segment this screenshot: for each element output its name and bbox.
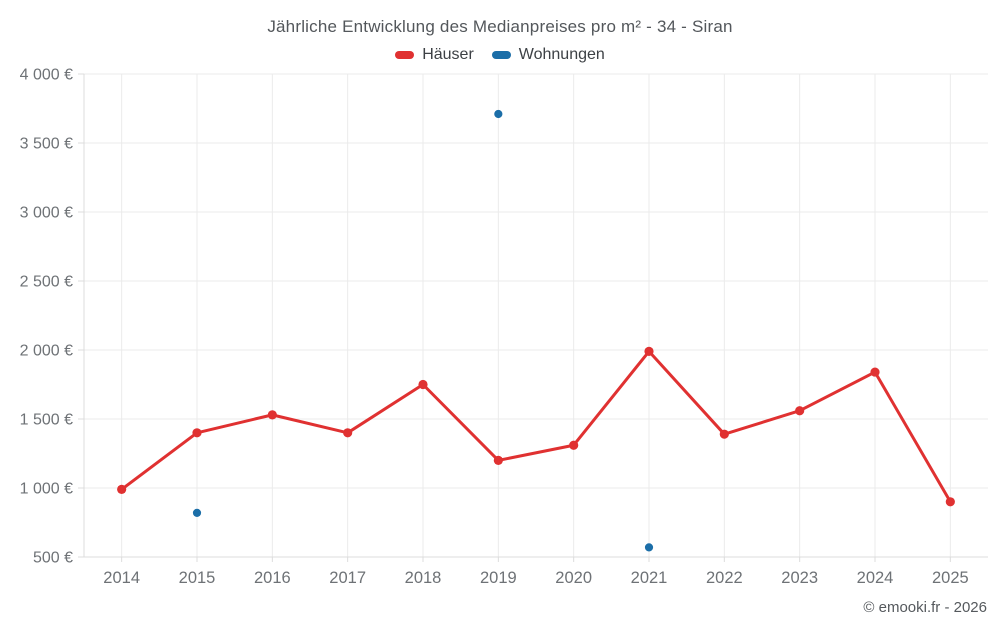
data-point[interactable] [494,109,503,119]
x-tick-label: 2020 [555,569,592,587]
series-line [120,349,952,504]
legend-item-wohnungen[interactable]: Wohnungen [491,46,605,64]
data-point[interactable] [493,455,503,465]
data-point[interactable] [267,410,277,420]
y-tick-label: 1 000 € [20,481,73,498]
y-tick-label: 3 000 € [20,205,73,222]
x-tick-label: 2014 [103,569,140,587]
chart-legend: Häuser Wohnungen [0,46,1000,64]
copyright: © emooki.fr - 2026 [863,599,987,616]
data-point[interactable] [117,484,127,494]
y-tick-label: 1 500 € [20,412,73,429]
legend-swatch-haeuser [395,51,415,59]
x-tick-label: 2021 [631,569,668,587]
data-point[interactable] [569,440,579,450]
x-tick-label: 2025 [932,569,969,587]
chart-title: Jährliche Entwicklung des Medianpreises … [267,17,733,36]
data-point[interactable] [192,508,202,517]
x-tick-label: 2019 [480,569,517,587]
data-point[interactable] [719,429,729,439]
y-tick-label: 2 000 € [20,343,73,360]
x-tick-label: 2016 [254,569,291,587]
data-point[interactable] [945,497,955,507]
data-point[interactable] [343,428,353,438]
x-tick-label: 2015 [179,569,216,587]
x-tick-label: 2018 [405,569,442,587]
legend-swatch-wohnungen [491,51,511,59]
series-wohnungen [192,109,654,552]
data-point[interactable] [870,367,880,377]
y-tick-label: 2 500 € [20,274,73,291]
legend-item-haeuser[interactable]: Häuser [395,46,474,64]
data-point[interactable] [644,346,654,356]
series-häuser [117,346,955,507]
x-tick-label: 2024 [857,569,894,587]
x-grid: 2014 2015 2016 2017 2018 2019 2020 2021 2022 2023… [103,74,969,587]
y-tick-label: 3 500 € [20,136,73,153]
x-tick-label: 2017 [329,569,366,587]
y-tick-label: 500 € [33,550,73,567]
data-point[interactable] [644,543,654,552]
legend-label-haeuser: Häuser [422,46,474,63]
data-point[interactable] [192,428,202,438]
y-grid: 500 € 1 000 € 1 500 € 2 000 € 2 500 € 3 000 €… [20,67,988,567]
data-point[interactable] [418,379,428,390]
x-tick-label: 2023 [781,569,818,587]
data-point[interactable] [795,406,805,416]
y-tick-label: 4 000 € [20,67,73,84]
x-tick-label: 2022 [706,569,743,587]
legend-label-wohnungen: Wohnungen [518,46,605,63]
